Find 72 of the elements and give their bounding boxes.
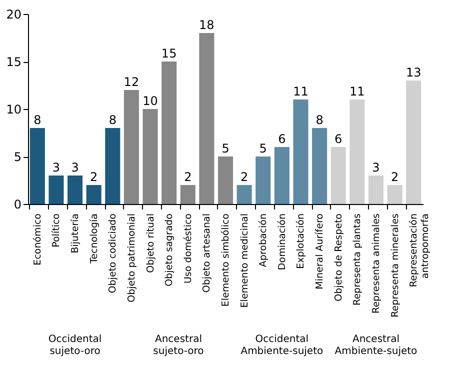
bar <box>236 185 252 204</box>
x-tick-label: Aprobación <box>258 214 270 268</box>
bar <box>312 128 328 204</box>
x-tick-label: Objeto artesanal <box>202 214 213 293</box>
bar <box>350 100 365 204</box>
data-label: 5 <box>222 142 230 156</box>
bar <box>86 185 102 204</box>
data-label: 5 <box>259 142 267 156</box>
bar <box>48 176 64 204</box>
bar <box>406 80 422 204</box>
data-label: 11 <box>293 84 308 98</box>
data-label: 3 <box>71 160 79 174</box>
data-label: 10 <box>142 94 158 108</box>
data-label: 13 <box>406 66 422 80</box>
data-label: 8 <box>34 113 42 127</box>
x-tick-label: Político <box>51 213 62 248</box>
text: Occidental Ambiente-sujeto <box>240 334 324 357</box>
text: Occidental sujeto-oro <box>48 334 102 357</box>
data-label: 2 <box>184 170 192 184</box>
x-tick-label: Representa minerales <box>390 213 401 318</box>
bar <box>124 90 139 204</box>
y-tick-label: 5 <box>14 150 22 164</box>
text: Ancestral Ambiente-sujeto <box>334 334 418 357</box>
x-tick-label: Elemento simbólico <box>220 213 232 307</box>
x-tick-label: Representa animales <box>370 213 382 314</box>
x-tick-label: Explotación <box>296 214 307 269</box>
x-tick-label: Tecnología <box>88 214 100 265</box>
bar <box>256 156 271 204</box>
x-tick-label: Uso doméstico <box>182 213 194 284</box>
data-label: 8 <box>108 113 116 127</box>
data-label: 3 <box>372 160 380 174</box>
x-tick-label: Económico <box>32 213 44 266</box>
bar <box>387 185 402 204</box>
x-tick-label: Objeto patrimonial <box>126 214 138 302</box>
x-tick-label: Bijutería <box>70 214 82 254</box>
y-tick-label: 10 <box>6 102 22 116</box>
y-tick-label: 15 <box>6 55 22 69</box>
x-tick-label: Elemento medicinal <box>239 214 250 308</box>
x-tick-label: Objeto sagrado <box>164 213 176 286</box>
data-label: 3 <box>52 160 60 174</box>
bar <box>368 176 384 204</box>
x-tick-label: Representación antropomorfa <box>408 214 432 288</box>
bar <box>293 100 308 204</box>
data-label: 6 <box>334 132 342 146</box>
data-label: 2 <box>90 170 98 184</box>
data-label: 15 <box>161 46 177 60</box>
x-tick-label: Representa plantas <box>352 213 364 306</box>
x-tick-label: Objeto de Respeto <box>333 213 344 302</box>
bar <box>105 128 120 204</box>
y-tick-label: 0 <box>14 198 22 212</box>
bar <box>274 147 290 204</box>
bar <box>218 156 234 204</box>
data-label: 2 <box>390 170 399 184</box>
x-tick-label: Mineral Aurífero <box>314 213 326 290</box>
bar <box>142 109 158 204</box>
y-tick-label: 20 <box>6 8 22 22</box>
bar <box>162 62 177 204</box>
bar <box>330 147 346 204</box>
data-label: 8 <box>316 113 324 127</box>
bar <box>199 33 214 204</box>
x-tick-label: Dominación <box>276 214 288 270</box>
bar <box>180 185 196 204</box>
x-tick-label: Objeto ritual <box>145 214 156 273</box>
data-label: 18 <box>199 18 214 32</box>
text: Ancestral sujeto-oro <box>153 334 204 357</box>
bar <box>30 128 45 204</box>
data-label: 6 <box>278 132 286 146</box>
x-tick-label: Objeto codiciado <box>108 213 119 294</box>
data-label: 12 <box>124 75 140 89</box>
bar <box>68 176 83 204</box>
data-label: 11 <box>350 84 365 98</box>
data-label: 2 <box>240 170 248 184</box>
